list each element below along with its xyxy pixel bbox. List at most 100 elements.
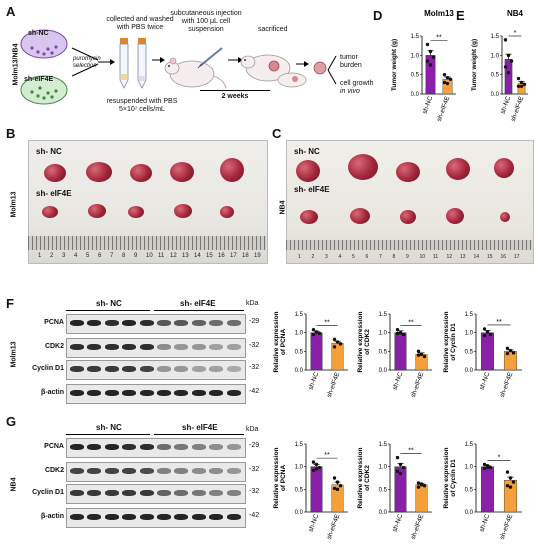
blot-band: [191, 320, 206, 326]
y-tick-label: 1.0: [465, 331, 474, 337]
blot-band: [157, 320, 171, 326]
x-tick-label: sh-NC: [479, 513, 492, 533]
blot-g-kda: kDa: [246, 426, 259, 433]
blot-band: [87, 390, 102, 396]
ruler-c-number: 6: [366, 254, 369, 260]
blot-band: [174, 344, 189, 350]
data-point: [416, 353, 421, 357]
y-axis-label: Relative expressionof PCNA: [273, 447, 287, 508]
chart-title: Molm13: [424, 9, 454, 18]
tumor-b-eif-4: [174, 204, 192, 218]
blot-row-label: β-actin: [41, 513, 64, 520]
data-point: [488, 332, 493, 337]
blot-band: [122, 468, 137, 474]
ruler-c-number: 5: [352, 254, 355, 260]
blot-band: [122, 514, 137, 520]
blot-band: [70, 490, 84, 496]
data-point: [522, 82, 527, 87]
data-point: [482, 462, 487, 467]
outcome-burden-label: tumor burden: [340, 54, 362, 69]
tumor-c-nc-2: [348, 154, 378, 180]
data-point: [503, 38, 508, 42]
blot-band: [157, 468, 171, 474]
tumor-c-nc-5: [494, 158, 514, 178]
y-axis-label: Relative expressionof CDK2: [357, 447, 371, 508]
data-point: [398, 471, 403, 476]
data-point: [314, 462, 319, 467]
x-tick-label: sh-eIF4E: [410, 513, 426, 541]
y-tick-label: 0.5: [491, 73, 500, 79]
blot-kda-marker: -32: [249, 466, 260, 473]
data-point: [505, 346, 510, 351]
data-point: [335, 340, 340, 344]
data-point: [422, 354, 427, 359]
data-point: [506, 53, 511, 58]
y-tick-label: 0.5: [379, 349, 388, 355]
y-tick-label: 1.0: [295, 465, 304, 471]
data-point: [314, 467, 319, 471]
tumor-c-eif-5: [500, 212, 510, 222]
y-tick-label: 0.5: [295, 487, 304, 493]
blot-strip: [66, 438, 246, 458]
data-point: [422, 484, 427, 488]
tumor-b-eif-3: [128, 206, 144, 218]
y-axis-label-line: Relative expression: [273, 311, 280, 372]
dish-label-nc: sh-NC: [28, 30, 49, 37]
bar-chart-g3: Relative expressionof Cyclin D1 0.0 0.5 1.0…: [443, 442, 522, 541]
data-point: [425, 59, 430, 63]
data-point: [425, 42, 430, 47]
blot-band: [209, 468, 224, 474]
y-axis-label-line: of CDK2: [364, 329, 371, 355]
panel-label-a: A: [6, 4, 16, 19]
y-axis-label-line: of Cyclin D1: [450, 459, 457, 497]
ruler-b-number: 7: [110, 253, 114, 259]
ruler-b-number: 10: [146, 253, 153, 259]
blot-kda-marker: -32: [249, 488, 260, 495]
blot-band: [209, 514, 224, 520]
data-point: [488, 465, 493, 470]
blot-band: [87, 490, 102, 496]
sacrificed-label: sacrificed: [258, 26, 288, 33]
data-point: [516, 76, 521, 81]
data-point: [511, 480, 516, 484]
significance-marker: **: [324, 320, 330, 327]
ruler-b-number: 4: [74, 253, 78, 259]
blot-band: [139, 514, 154, 520]
blot-f-group2: sh- eIF4E: [180, 299, 216, 308]
tumor-c-eif-4: [446, 208, 464, 224]
x-tick-label: sh-eIF4E: [499, 513, 515, 541]
y-tick-label: 1.5: [295, 312, 304, 318]
blot-band: [122, 390, 137, 396]
blot-band: [174, 366, 189, 372]
data-point: [445, 81, 450, 86]
blot-band: [226, 490, 241, 496]
blot-band: [191, 366, 206, 372]
bar-chart-f2: Relative expressionof CDK2 0.0 0.5 1.0 1.5 sh…: [357, 311, 432, 398]
ruler-b-number: 11: [158, 253, 165, 259]
blot-band: [174, 490, 189, 496]
blot-band: [87, 366, 102, 372]
ruler-c-number: 7: [379, 254, 382, 260]
y-tick-label: 1.0: [379, 331, 388, 337]
tumor-b-nc-5: [220, 158, 244, 182]
blot-row-label: CDK2: [44, 343, 64, 350]
x-tick-label: sh-eIF4E: [326, 513, 342, 541]
y-axis-label: Relative expressionof PCNA: [273, 311, 287, 372]
blot-band: [104, 444, 119, 450]
ruler-c-number: 14: [474, 254, 480, 260]
bar-chart-f3: Relative expressionof Cyclin D1 0.0 0.5 1.0…: [443, 311, 522, 398]
blot-g-bracket1: [66, 434, 150, 435]
blot-band: [104, 490, 119, 496]
bar-sh-nc: [394, 332, 407, 371]
ruler-c-number: 12: [447, 254, 453, 260]
ruler-b: [28, 236, 266, 250]
blot-strip: [66, 338, 246, 358]
significance-marker: *: [498, 454, 501, 461]
outcome-invivo-label: in vivo: [340, 88, 360, 95]
blot-band: [104, 514, 119, 520]
data-point: [401, 332, 406, 337]
blot-band: [122, 490, 137, 496]
data-point: [505, 351, 510, 356]
y-tick-label: 1.5: [295, 442, 304, 448]
y-axis-label-line: Relative expression: [357, 447, 364, 508]
